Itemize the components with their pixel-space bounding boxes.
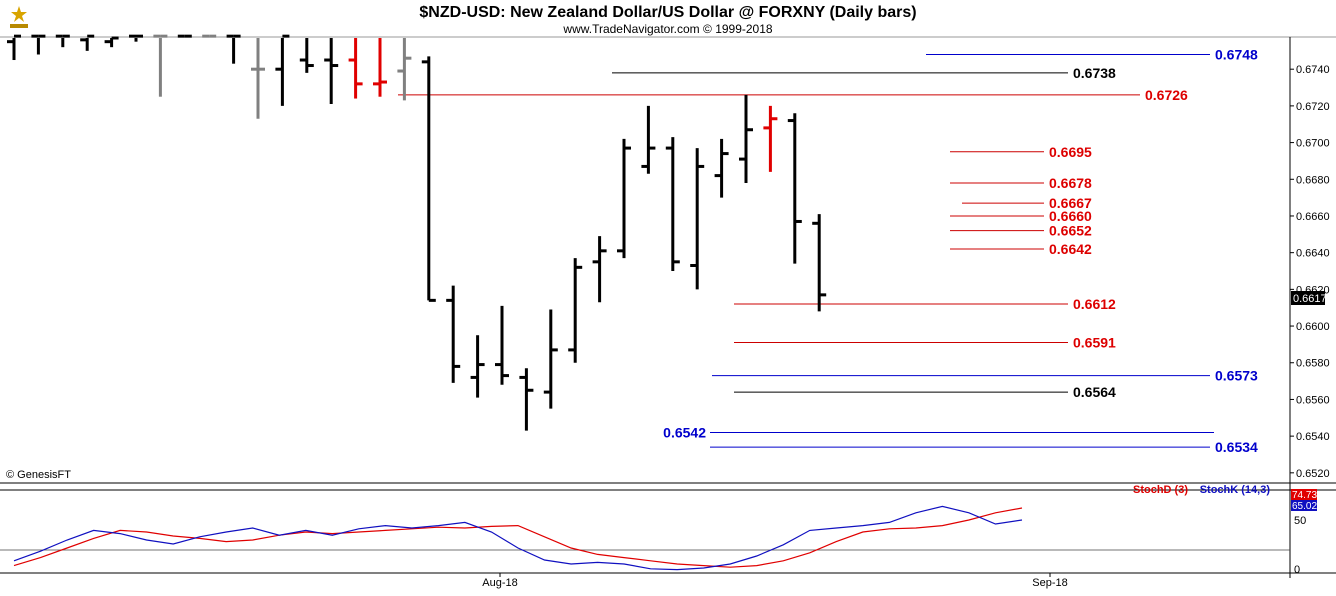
- genesis-watermark: © GenesisFT: [6, 469, 71, 481]
- level-0.6667: 0.6667: [962, 195, 1092, 211]
- price-tick-label: 0.6660: [1296, 211, 1330, 223]
- level-0.6534: 0.6534: [710, 439, 1258, 455]
- current-price-label: 0.6617: [1293, 293, 1327, 305]
- ohlc-bar: [787, 113, 802, 264]
- level-0.6748: 0.6748: [926, 47, 1258, 63]
- ohlc-bar: [80, 34, 95, 51]
- ohlc-bar: [7, 34, 21, 61]
- stoch-line-stochd: [13, 507, 1023, 568]
- price-tick-label: 0.6640: [1296, 248, 1330, 260]
- ohlc-bars: [7, 34, 827, 431]
- chart-title: $NZD-USD: New Zealand Dollar/US Dollar @…: [419, 4, 916, 21]
- level-0.6652: 0.6652: [950, 223, 1092, 239]
- ohlc-bar: [251, 38, 265, 119]
- stochastic-lines: [13, 505, 1023, 571]
- ohlc-bar: [519, 368, 534, 431]
- level-0.6591: 0.6591: [734, 335, 1116, 351]
- stoch-k-readout: 65.02: [1292, 501, 1317, 512]
- level-0.6612: 0.6612: [734, 296, 1116, 312]
- current-price-tag: 0.6617: [1291, 291, 1327, 305]
- ohlc-bar: [592, 236, 607, 303]
- level-0.6726: 0.6726: [398, 87, 1188, 103]
- price-tick-label: 0.6580: [1296, 358, 1330, 370]
- level-label: 0.6667: [1049, 195, 1092, 211]
- stoch-k-legend: StochK (14,3): [1200, 484, 1271, 496]
- ohlc-bar: [177, 34, 192, 38]
- trade-navigator-logo: [4, 3, 34, 33]
- level-0.6642: 0.6642: [950, 241, 1092, 257]
- level-label: 0.6660: [1049, 208, 1092, 224]
- level-label: 0.6695: [1049, 144, 1092, 160]
- ohlc-bar: [31, 34, 46, 55]
- level-label: 0.6748: [1215, 47, 1258, 63]
- ohlc-bar: [226, 34, 241, 64]
- ohlc-bar: [129, 34, 143, 42]
- stoch-d-legend: StochD (3): [1133, 484, 1188, 496]
- ohlc-bar: [324, 38, 339, 105]
- level-label: 0.6564: [1073, 384, 1116, 400]
- ohlc-bar: [202, 34, 217, 38]
- level-label: 0.6534: [1215, 439, 1258, 455]
- price-tick-label: 0.6540: [1296, 431, 1330, 443]
- level-0.6542: 0.6542: [663, 424, 1214, 440]
- ohlc-bar: [55, 34, 70, 48]
- level-0.6564: 0.6564: [734, 384, 1116, 400]
- ohlc-bar: [665, 137, 680, 272]
- price-tick-label: 0.6520: [1296, 468, 1330, 480]
- level-label: 0.6612: [1073, 296, 1116, 312]
- level-label: 0.6591: [1073, 335, 1116, 351]
- level-0.6678: 0.6678: [950, 175, 1092, 191]
- ohlc-bar: [763, 105, 778, 172]
- ohlc-bar: [421, 56, 436, 302]
- ohlc-bar: [275, 34, 290, 106]
- copyright-text: www.TradeNavigator.com © 1999-2018: [562, 22, 772, 36]
- level-label: 0.6738: [1073, 65, 1116, 81]
- level-label: 0.6726: [1145, 87, 1188, 103]
- level-label: 0.6652: [1049, 223, 1092, 239]
- ohlc-bar: [397, 38, 412, 101]
- x-label-aug: Aug-18: [482, 577, 517, 589]
- level-label: 0.6678: [1049, 175, 1092, 191]
- ohlc-bar: [617, 138, 631, 259]
- stoch-tick-0: 0: [1294, 564, 1300, 576]
- level-0.6573: 0.6573: [712, 368, 1258, 384]
- level-label: 0.6573: [1215, 368, 1258, 384]
- ohlc-bar: [739, 94, 753, 183]
- price-axis-ticks: 0.65200.65400.65600.65800.66000.66200.66…: [1290, 64, 1330, 480]
- ohlc-bar: [153, 34, 168, 97]
- level-0.6695: 0.6695: [950, 144, 1092, 160]
- stoch-tick-50: 50: [1294, 515, 1306, 527]
- price-tick-label: 0.6720: [1296, 101, 1330, 113]
- price-tick-label: 0.6680: [1296, 174, 1330, 186]
- stoch-d-readout: 74.73: [1292, 490, 1317, 501]
- level-label: 0.6542: [663, 424, 706, 440]
- ohlc-bar: [495, 305, 509, 385]
- price-tick-label: 0.6560: [1296, 394, 1330, 406]
- level-label: 0.6642: [1049, 241, 1092, 257]
- ohlc-bar: [812, 214, 827, 312]
- ohlc-bar: [543, 309, 558, 409]
- stoch-readouts: 74.73 65.02: [1291, 489, 1317, 512]
- level-0.6660: 0.6660: [950, 208, 1092, 224]
- ohlc-bar: [373, 38, 387, 97]
- ohlc-bar: [446, 285, 461, 383]
- support-resistance-levels: 0.67480.67380.67260.66950.66780.66670.66…: [398, 47, 1258, 455]
- ohlc-bar: [348, 38, 363, 99]
- ohlc-bar: [690, 148, 705, 290]
- ohlc-bar: [568, 258, 583, 363]
- price-tick-label: 0.6740: [1296, 64, 1330, 76]
- price-tick-label: 0.6700: [1296, 138, 1330, 150]
- price-tick-label: 0.6600: [1296, 321, 1330, 333]
- ohlc-bar: [641, 105, 656, 174]
- ohlc-bar: [299, 38, 314, 73]
- x-label-sep: Sep-18: [1032, 577, 1067, 589]
- ohlc-bar: [470, 335, 485, 398]
- ohlc-bar: [104, 36, 119, 48]
- stoch-line-stochk: [13, 505, 1023, 571]
- level-0.6738: 0.6738: [612, 65, 1116, 81]
- ohlc-bar: [714, 138, 729, 198]
